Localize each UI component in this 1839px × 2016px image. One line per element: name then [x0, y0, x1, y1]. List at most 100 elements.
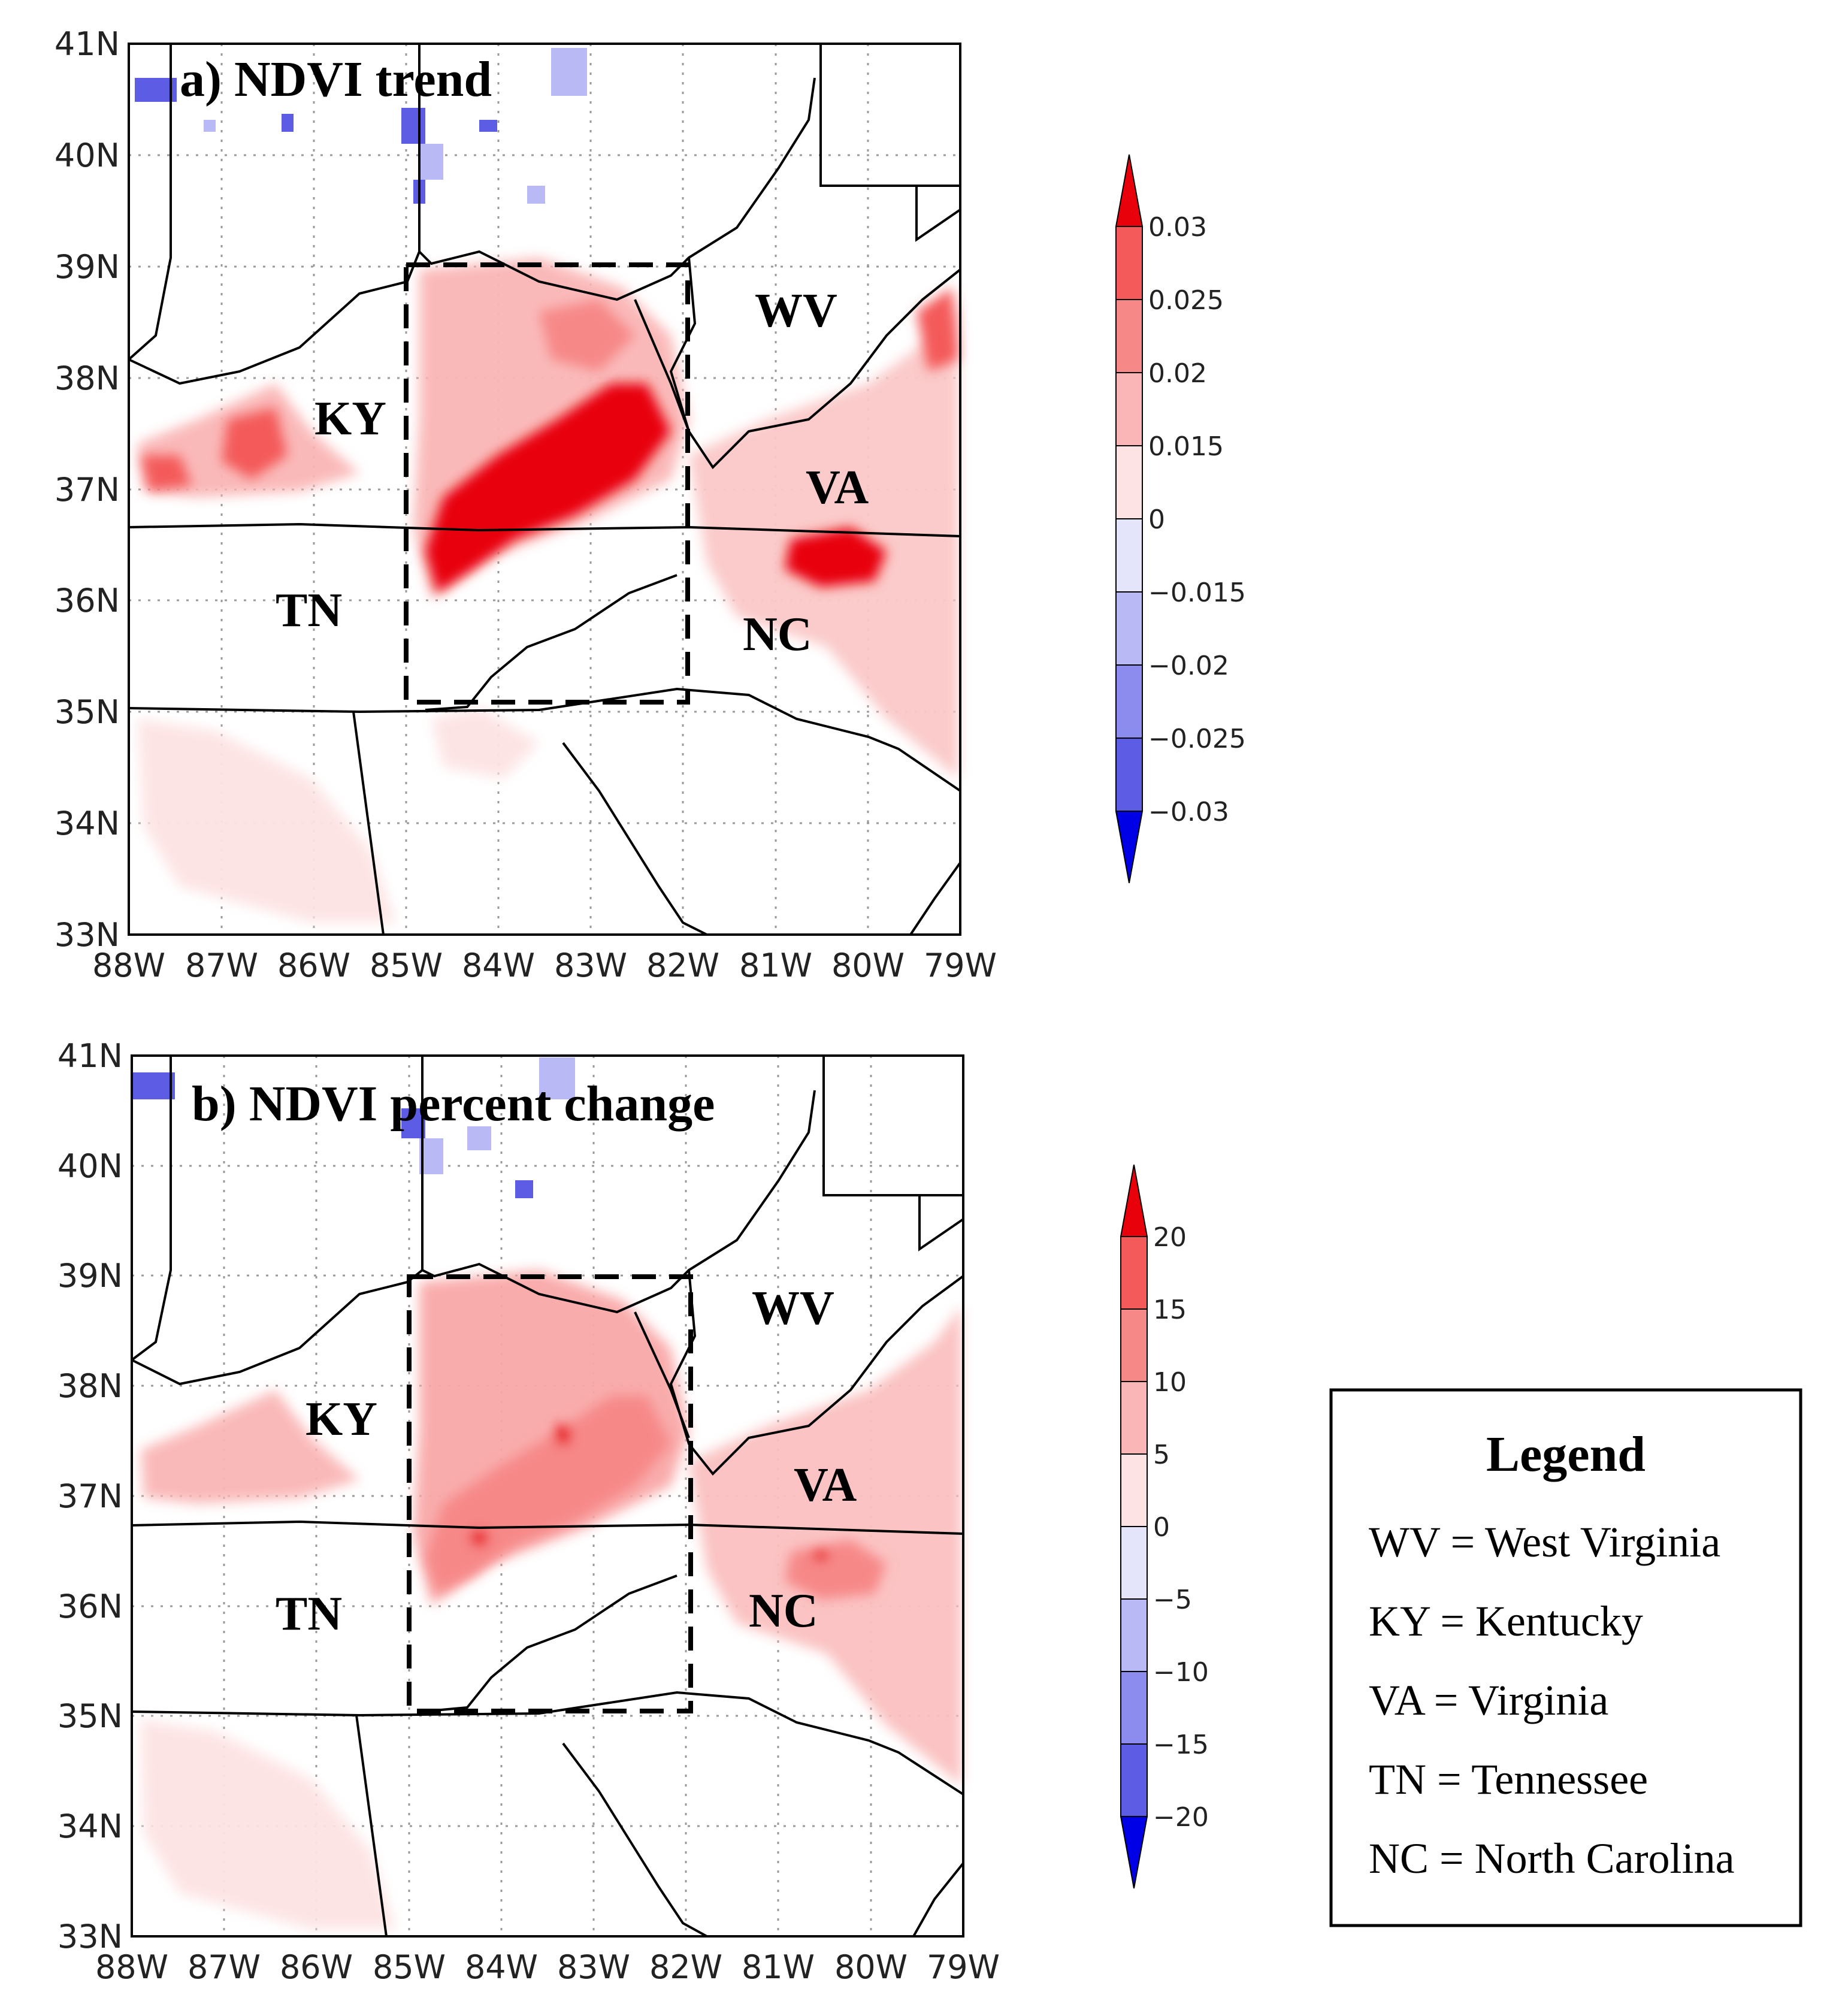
panel-b-colorbar-tick-label: −10 [1153, 1657, 1209, 1688]
panel-b-x-tick: 86W [280, 1948, 353, 1986]
panel-a-y-tick: 40N [55, 137, 120, 174]
panel-a-x-tick: 82W [646, 947, 719, 984]
panel-a-x-tick: 83W [554, 947, 627, 984]
panel-a-y-tick: 33N [55, 916, 120, 954]
panel-a-colorbar-tick-label: 0.025 [1148, 285, 1224, 316]
panel-a-x-tick: 86W [277, 947, 350, 984]
panel-b-x-axis: 88W 87W 86W 85W 84W 83W 82W 81W 80W 79W [95, 1948, 1000, 1986]
legend-item-ky: KY = Kentucky [1369, 1597, 1643, 1645]
panel-a-label-ky: KY [314, 392, 386, 445]
panel-b-colorbar: 20 15 10 5 0 −5 −10 −15 −20 [1120, 1164, 1209, 1889]
panel-a-y-tick: 35N [55, 693, 120, 731]
panel-b-x-tick: 85W [373, 1948, 446, 1986]
panel-a-label-wv: WV [755, 285, 837, 337]
panel-a-x-tick: 81W [739, 947, 812, 984]
panel-b-y-tick: 36N [58, 1588, 123, 1625]
panel-a-analysis-box [404, 262, 690, 705]
panel-b-x-tick: 84W [465, 1948, 538, 1986]
panel-a-colorbar-tick-label: −0.03 [1148, 797, 1229, 827]
panel-a-x-axis: 88W 87W 86W 85W 84W 83W 82W 81W 80W 79W [92, 947, 997, 984]
panel-b-x-tick: 79W [927, 1948, 1000, 1986]
panel-a-colorbar-segment [1115, 738, 1143, 812]
panel-b-x-tick: 82W [649, 1948, 722, 1986]
panel-b-colorbar-segment [1120, 1381, 1148, 1455]
legend-title: Legend [1486, 1426, 1646, 1482]
panel-a-colorbar-segment [1115, 591, 1143, 666]
panel-b-colorbar-segment [1120, 1671, 1148, 1745]
panel-b-ndvi-field [133, 1057, 961, 1929]
panel-b-y-tick: 33N [58, 1918, 123, 1955]
panel-b-colorbar-segment [1120, 1453, 1148, 1527]
panel-b-y-axis: 41N 40N 39N 38N 37N 36N 35N 34N 33N [58, 1037, 123, 1955]
panel-a-colorbar-segment [1115, 664, 1143, 739]
panel-b-colorbar-tick-label: 5 [1153, 1440, 1170, 1470]
panel-a-x-tick: 87W [185, 947, 258, 984]
panel-a-colorbar-top-arrow [1115, 154, 1144, 227]
panel-b-colorbar-segment [1120, 1743, 1148, 1817]
panel-a-y-tick: 36N [55, 582, 120, 619]
panel-a-colorbar-segment [1115, 299, 1143, 373]
panel-a-map-border [128, 43, 961, 936]
panel-b-colorbar-tick-label: 10 [1153, 1367, 1187, 1398]
panel-a-y-tick: 41N [55, 25, 120, 63]
panel-a-title: a) NDVI trend [180, 52, 492, 107]
panel-a-x-tick: 88W [92, 947, 165, 984]
panel-a-x-tick: 79W [924, 947, 997, 984]
legend-item-wv: WV = West Virginia [1369, 1518, 1720, 1566]
panel-b-x-tick: 87W [187, 1948, 261, 1986]
panel-b-colorbar-tick-label: −15 [1153, 1730, 1209, 1760]
panel-a-label-nc: NC [743, 608, 812, 661]
panel-b-colorbar-segment [1120, 1308, 1148, 1382]
panel-b-colorbar-tick-label: 15 [1153, 1295, 1187, 1325]
panel-b-colorbar-segment [1120, 1236, 1148, 1310]
panel-b-y-tick: 38N [58, 1367, 123, 1405]
panel-b-y-tick: 35N [58, 1697, 123, 1735]
panel-b-label-wv: WV [752, 1282, 834, 1335]
panel-a-colorbar-segment [1115, 372, 1143, 446]
legend-box: Legend WV = West Virginia KY = Kentucky … [1329, 1388, 1802, 1927]
panel-b-colorbar-tick-label: 20 [1153, 1222, 1187, 1253]
panel-b-label-ky: KY [306, 1393, 377, 1446]
panel-b-colorbar-bottom-arrow [1120, 1816, 1148, 1889]
panel-a-x-tick: 80W [831, 947, 905, 984]
panel-b-y-tick: 39N [58, 1257, 123, 1295]
panel-a-colorbar-bottom-arrow [1115, 811, 1144, 884]
panel-a-colorbar-tick-label: −0.02 [1148, 651, 1229, 681]
panel-a-y-tick: 38N [55, 359, 120, 397]
panel-b-x-tick: 88W [95, 1948, 168, 1986]
panel-b-y-tick: 40N [58, 1147, 123, 1185]
panel-b-colorbar-tick-label: −5 [1153, 1585, 1192, 1615]
panel-b-label-va: VA [794, 1459, 857, 1512]
panel-a-y-tick: 39N [55, 248, 120, 286]
panel-b-x-tick: 81W [742, 1948, 815, 1986]
panel-a-ndvi-field [135, 48, 958, 923]
panel-b-x-tick: 83W [557, 1948, 630, 1986]
panel-b-y-tick: 41N [58, 1037, 123, 1075]
panel-a-label-tn: TN [276, 584, 342, 637]
panel-b-title: b) NDVI percent change [192, 1076, 715, 1132]
panel-a-label-va: VA [806, 461, 869, 514]
panel-b-label-tn: TN [276, 1588, 342, 1640]
panel-b-colorbar-tick-label: 0 [1153, 1512, 1170, 1543]
panel-a-colorbar-segment [1115, 226, 1143, 300]
panel-a-colorbar-tick-label: 0.015 [1148, 431, 1224, 462]
panel-a-state-boundaries [128, 44, 961, 936]
panel-b-x-tick: 80W [834, 1948, 908, 1986]
panel-b-ndvi-percent-change: b) NDVI percent change WV KY VA TN NC 88… [58, 1037, 1209, 1986]
panel-a-x-tick: 84W [462, 947, 535, 984]
panel-b-colorbar-segment [1120, 1526, 1148, 1600]
panel-b-colorbar-top-arrow [1120, 1164, 1148, 1237]
legend-item-tn: TN = Tennessee [1369, 1755, 1648, 1803]
panel-b-map-border [131, 1054, 964, 1938]
legend-item-nc: NC = North Carolina [1369, 1834, 1735, 1882]
panel-a-ndvi-trend: a) NDVI trend WV KY VA TN NC 88W 87W 86W… [55, 25, 1246, 984]
panel-b-analysis-box [407, 1274, 693, 1713]
panel-a-y-tick: 34N [55, 805, 120, 842]
panel-a-colorbar-segment [1115, 518, 1143, 593]
panel-a-colorbar-tick-label: 0.03 [1148, 212, 1207, 243]
panel-a-colorbar-tick-label: −0.025 [1148, 724, 1246, 754]
legend-item-va: VA = Virginia [1369, 1676, 1608, 1724]
panel-a-colorbar-tick-label: 0 [1148, 504, 1165, 535]
panel-b-colorbar-segment [1120, 1598, 1148, 1672]
panel-a-x-tick: 85W [370, 947, 443, 984]
